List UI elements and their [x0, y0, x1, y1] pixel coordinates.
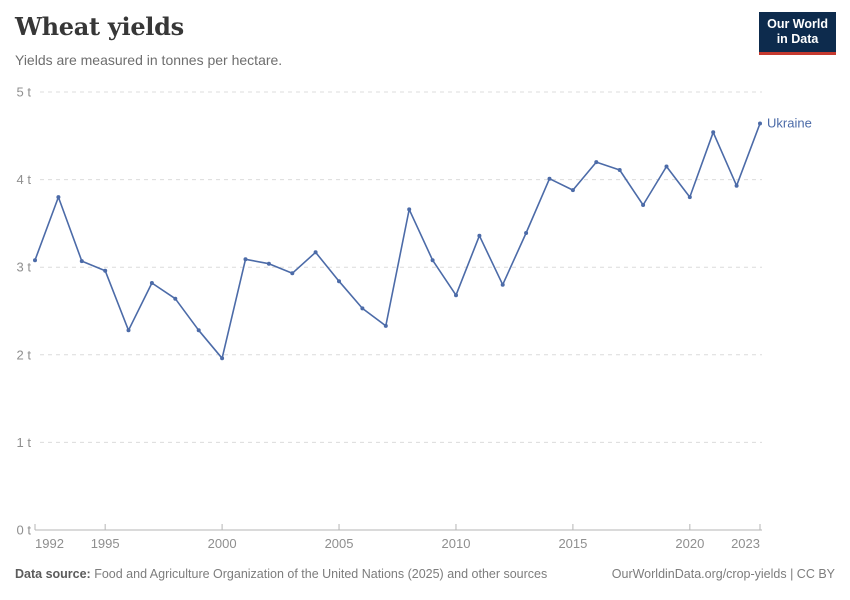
- x-axis-tick-label: 2000: [208, 536, 237, 551]
- data-point-marker: [173, 296, 178, 301]
- data-point-marker: [79, 259, 84, 264]
- data-point-marker: [243, 257, 248, 262]
- owid-logo: Our World in Data: [759, 12, 836, 55]
- data-point-marker: [103, 268, 108, 273]
- data-point-marker: [594, 160, 599, 165]
- data-point-marker: [734, 183, 739, 188]
- y-axis-tick-label: 1 t: [17, 435, 32, 450]
- data-point-marker: [290, 271, 295, 276]
- data-point-marker: [547, 176, 552, 181]
- data-source-text: Food and Agriculture Organization of the…: [90, 567, 548, 581]
- data-source: Data source: Food and Agriculture Organi…: [15, 567, 547, 581]
- data-point-marker: [407, 207, 412, 212]
- x-axis-tick-label: 2005: [325, 536, 354, 551]
- series-line: [34, 123, 761, 360]
- x-axis-tick-label: 2010: [442, 536, 471, 551]
- y-axis-tick-label: 4 t: [17, 172, 32, 187]
- chart-footer: Data source: Food and Agriculture Organi…: [15, 567, 835, 581]
- data-point-marker: [664, 164, 669, 169]
- x-axis-tick-label: 2023: [731, 536, 760, 551]
- chart-subtitle: Yields are measured in tonnes per hectar…: [15, 52, 283, 68]
- data-source-label: Data source:: [15, 567, 91, 581]
- data-point-marker: [687, 195, 692, 200]
- data-point-marker: [33, 258, 37, 263]
- data-point-marker: [149, 281, 154, 285]
- data-point-marker: [196, 328, 201, 333]
- y-axis-tick-label: 5 t: [17, 85, 32, 100]
- data-point-marker: [758, 121, 762, 126]
- data-point-marker: [454, 293, 458, 298]
- owid-logo-line1: Our World: [767, 17, 828, 31]
- line-chart[interactable]: 0 t 1 t 2 t 3 t 4 t 5 t 1992 1995 2000 2005 2010 20…: [0, 80, 850, 560]
- x-axis-tick-label: 2020: [675, 536, 704, 551]
- data-point-marker: [477, 233, 482, 238]
- data-point-marker: [500, 282, 505, 287]
- page-title: Wheat yields: [15, 12, 184, 41]
- data-point-marker: [430, 258, 435, 263]
- y-axis-tick-label: 3 t: [17, 260, 32, 275]
- data-point-marker: [383, 323, 388, 328]
- data-point-marker: [360, 306, 365, 311]
- data-point-marker: [617, 168, 622, 172]
- data-point-marker: [570, 188, 575, 193]
- footer-link[interactable]: OurWorldinData.org/crop-yields | CC BY: [611, 567, 835, 581]
- data-point-marker: [220, 356, 225, 361]
- series-label-ukraine[interactable]: Ukraine: [767, 116, 812, 131]
- x-axis-tick-label: 1995: [91, 536, 120, 551]
- data-point-marker: [126, 328, 131, 333]
- owid-logo-line2: in Data: [776, 32, 819, 47]
- data-point-marker: [524, 231, 529, 235]
- x-axis-tick-label: 2015: [558, 536, 587, 551]
- y-axis-tick-label: 0 t: [17, 523, 32, 538]
- y-axis-tick-label: 2 t: [17, 347, 32, 362]
- data-point-marker: [266, 261, 271, 266]
- data-point-marker: [313, 250, 318, 255]
- data-point-marker: [711, 130, 716, 135]
- data-point-marker: [641, 203, 646, 207]
- data-point-marker: [337, 279, 341, 284]
- data-point-marker: [56, 195, 61, 200]
- x-axis-tick-label: 1992: [35, 536, 64, 551]
